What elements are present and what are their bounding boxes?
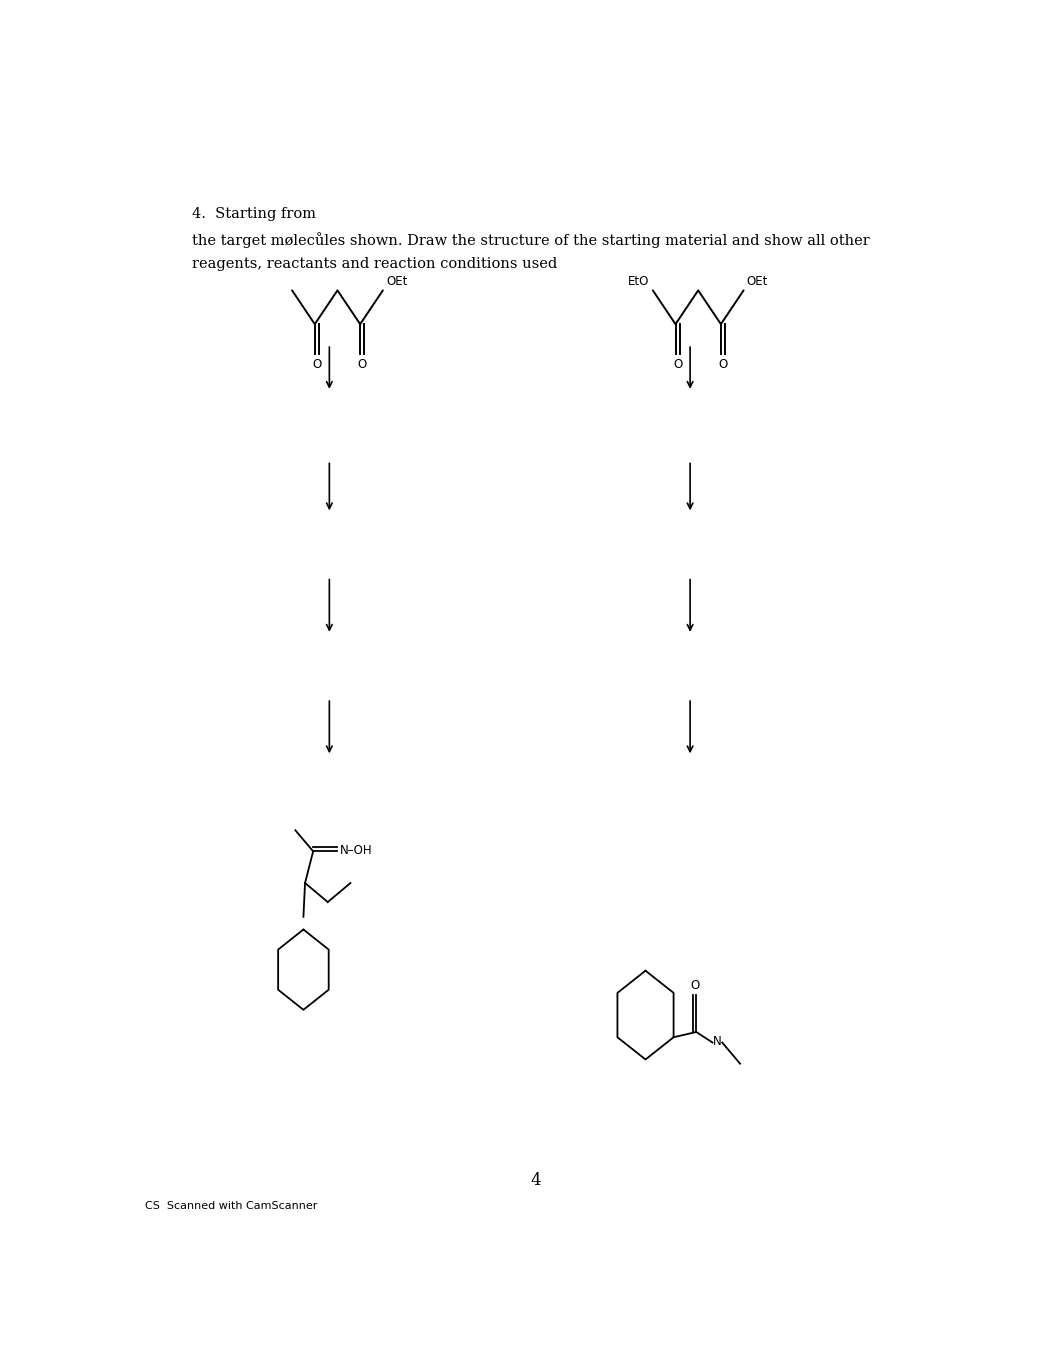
Text: reagents, reactants and reaction conditions used: reagents, reactants and reaction conditi… (191, 257, 556, 270)
Text: O: O (312, 358, 321, 370)
Text: the target mølecůles shown. Draw the structure of the starting material and show: the target mølecůles shown. Draw the str… (191, 232, 869, 247)
Text: 4.  Starting from: 4. Starting from (191, 207, 320, 221)
Text: O: O (673, 358, 682, 370)
Text: O: O (719, 358, 728, 370)
Text: EtO: EtO (629, 276, 650, 288)
Text: OEt: OEt (747, 276, 768, 288)
Text: CS  Scanned with CamScanner: CS Scanned with CamScanner (145, 1200, 318, 1210)
Text: 4: 4 (530, 1173, 542, 1190)
Text: O: O (690, 978, 700, 992)
Text: O: O (358, 358, 367, 370)
Text: N–OH: N–OH (340, 844, 372, 856)
Text: N: N (713, 1034, 722, 1048)
Text: OEt: OEt (386, 276, 408, 288)
